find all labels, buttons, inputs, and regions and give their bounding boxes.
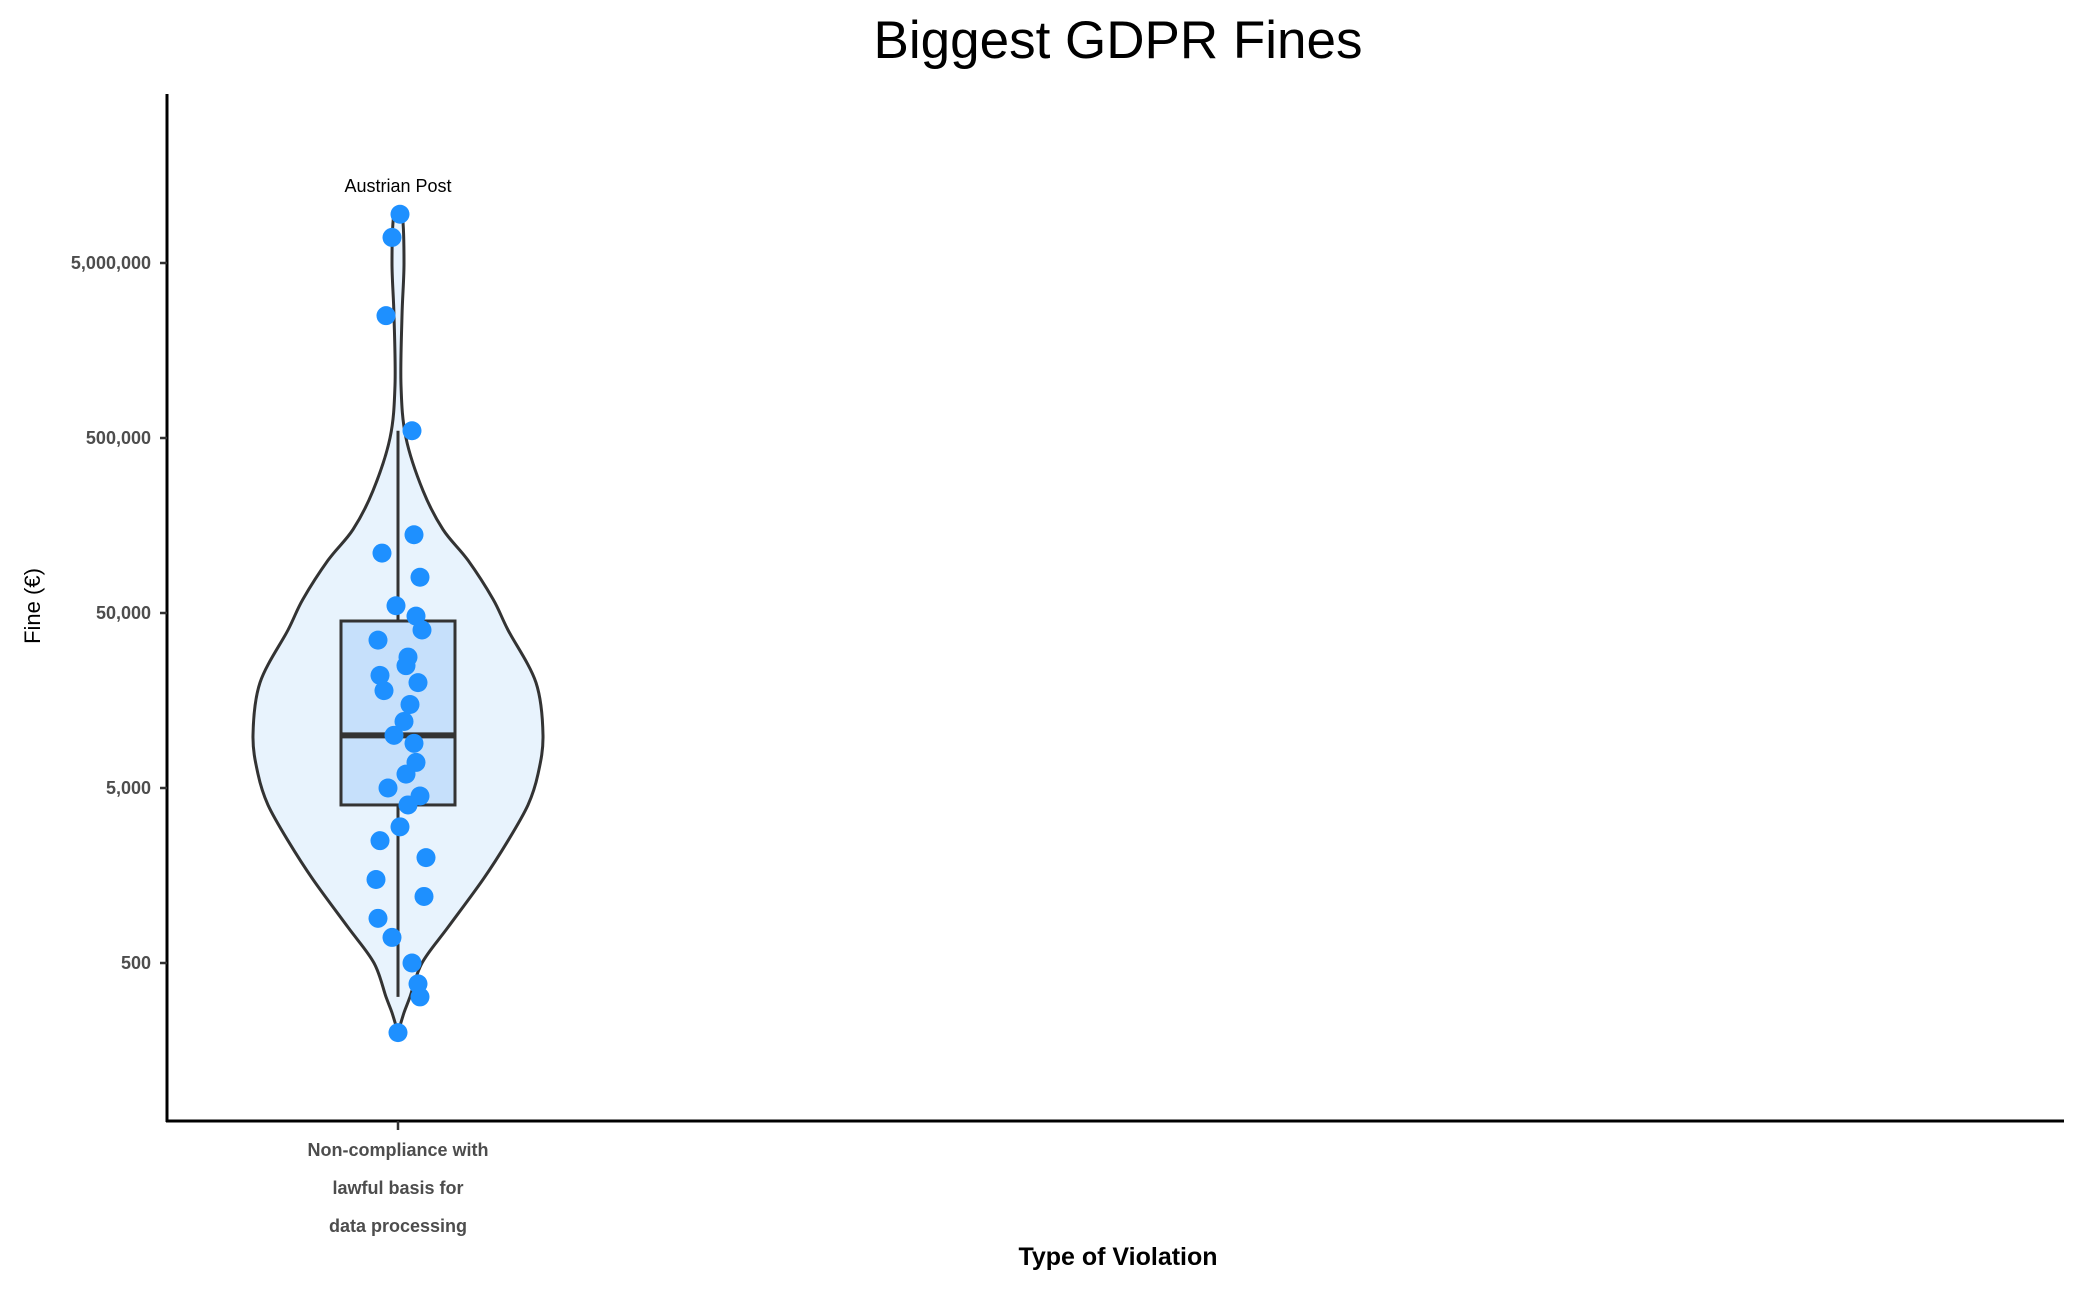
data-point [396, 656, 416, 676]
data-point [376, 306, 396, 326]
data-point [390, 204, 410, 224]
data-point [374, 681, 394, 701]
data-point [366, 870, 386, 890]
data-point [412, 620, 432, 640]
data-point [372, 543, 392, 563]
data-point [370, 665, 390, 685]
data-point [390, 817, 410, 837]
chart-title: Biggest GDPR Fines [874, 11, 1363, 70]
x-tick-label-line: Non-compliance with [307, 1140, 488, 1160]
x-axis-title: Type of Violation [1018, 1243, 1217, 1271]
data-point [382, 227, 402, 247]
data-point [402, 421, 422, 441]
data-point [416, 848, 436, 868]
data-point [378, 778, 398, 798]
data-point [370, 831, 390, 851]
y-axis-title: Fine (€) [20, 568, 45, 644]
data-points [366, 204, 436, 1043]
data-point [400, 695, 420, 715]
data-point [404, 525, 424, 545]
data-point [386, 596, 406, 616]
y-tick-label: 5,000,000 [71, 253, 151, 273]
x-tick-label-line: data processing [329, 1216, 467, 1236]
point-annotation: Austrian Post [344, 176, 451, 196]
data-point [410, 567, 430, 587]
y-axis-ticks: 500 5,000 50,000 500,000 5,000,000 [71, 253, 167, 973]
data-point [368, 908, 388, 928]
data-point [410, 987, 430, 1007]
y-tick-label: 50,000 [96, 603, 151, 623]
plot-area [251, 206, 545, 1038]
data-point [368, 630, 388, 650]
data-point [398, 795, 418, 815]
data-point [388, 1023, 408, 1043]
y-tick-label: 500,000 [86, 428, 151, 448]
data-point [384, 725, 404, 745]
x-tick-label-line: lawful basis for [332, 1178, 463, 1198]
data-point [404, 733, 424, 753]
data-point [382, 927, 402, 947]
y-tick-label: 5,000 [106, 778, 151, 798]
data-point [402, 953, 422, 973]
data-point [414, 886, 434, 906]
data-point [408, 673, 428, 693]
data-point [394, 711, 414, 731]
data-point [396, 764, 416, 784]
annotations: Austrian Post [344, 176, 451, 196]
x-axis-ticks: Non-compliance with lawful basis for data … [307, 1121, 489, 1236]
y-tick-label: 500 [121, 953, 151, 973]
